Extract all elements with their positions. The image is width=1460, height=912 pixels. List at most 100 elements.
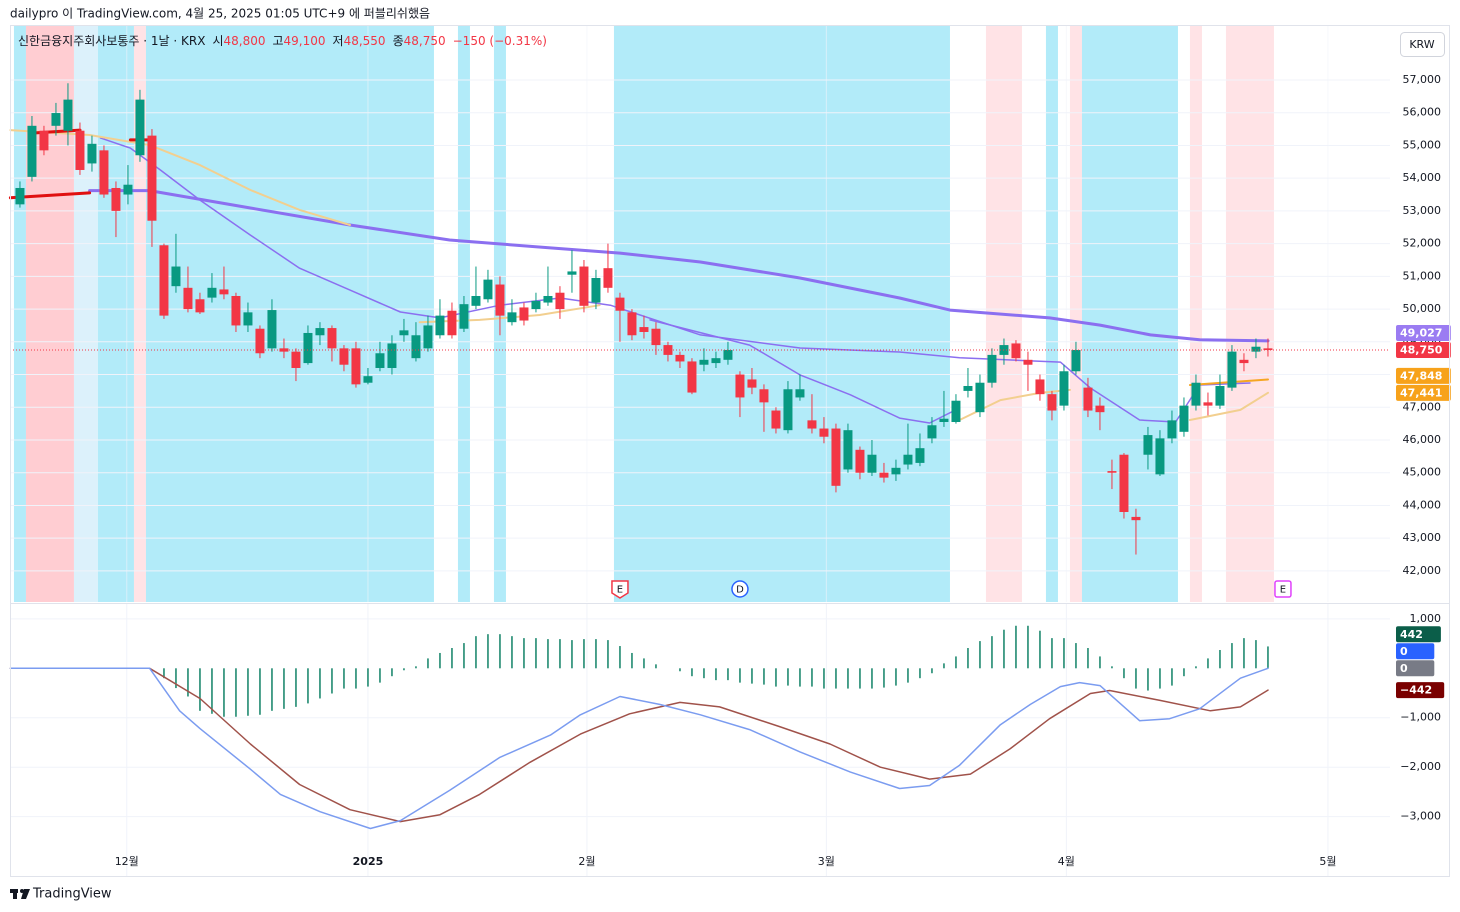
candle-body bbox=[231, 295, 241, 326]
y-tick-label: 45,000 bbox=[1403, 466, 1442, 479]
signal-band bbox=[613, 25, 950, 602]
moving-average bbox=[88, 189, 1270, 343]
candle-body bbox=[771, 410, 781, 429]
macd-line bbox=[9, 667, 1269, 830]
signal-band bbox=[1225, 25, 1274, 602]
candle-body bbox=[27, 125, 37, 177]
y-tick-label: 54,000 bbox=[1403, 171, 1442, 184]
candle-body bbox=[471, 295, 481, 306]
value-tag-label: 47,441 bbox=[1400, 386, 1442, 399]
candle-body bbox=[1107, 471, 1117, 473]
y-tick-label: 46,000 bbox=[1403, 433, 1442, 446]
legend-key: 저 bbox=[333, 34, 344, 48]
candle-body bbox=[495, 284, 505, 316]
candle-body bbox=[399, 330, 409, 336]
candle-body bbox=[711, 358, 721, 364]
value-tag bbox=[1396, 643, 1435, 660]
candle-body bbox=[75, 130, 85, 170]
candle-body bbox=[1083, 387, 1093, 411]
currency-label[interactable]: KRW bbox=[1409, 38, 1434, 51]
candle-body bbox=[687, 361, 697, 393]
footer-brand: TradingView bbox=[32, 887, 112, 902]
signal-band bbox=[133, 25, 146, 602]
candle-body bbox=[987, 354, 997, 383]
candle-body bbox=[135, 99, 145, 156]
candle-body bbox=[627, 312, 637, 336]
value-tag-label: 442 bbox=[1400, 628, 1423, 641]
moving-average bbox=[649, 319, 961, 424]
value-tag bbox=[1396, 660, 1435, 677]
candle-body bbox=[831, 428, 841, 486]
legend-value: 48,800 bbox=[223, 34, 265, 48]
candle-body bbox=[699, 359, 709, 365]
candle-body bbox=[423, 325, 433, 349]
legend-change: −150 (−0.31%) bbox=[453, 34, 547, 48]
candle-body bbox=[39, 130, 49, 151]
candle-body bbox=[579, 266, 589, 306]
y-tick-label: 47,000 bbox=[1403, 400, 1442, 413]
candle-body bbox=[111, 187, 121, 211]
event-marker bbox=[611, 580, 629, 599]
candle-body bbox=[483, 279, 493, 300]
candle-body bbox=[555, 292, 565, 310]
candle-body bbox=[519, 307, 529, 321]
candle-body bbox=[87, 143, 97, 164]
candle-body bbox=[615, 297, 625, 311]
candle-body bbox=[531, 300, 541, 310]
candle-body bbox=[1095, 405, 1105, 413]
event-marker bbox=[1274, 580, 1292, 598]
candle-body bbox=[723, 349, 733, 360]
footer-logo bbox=[10, 889, 30, 899]
candle-body bbox=[183, 287, 193, 310]
candle-body bbox=[339, 348, 349, 365]
candle-body bbox=[951, 400, 961, 422]
candle-body bbox=[15, 187, 25, 205]
logo-part bbox=[21, 889, 30, 899]
candle-body bbox=[1071, 349, 1081, 372]
y-tick-label: −3,000 bbox=[1400, 810, 1441, 823]
value-tag-label: 0 bbox=[1400, 645, 1408, 658]
candle-body bbox=[963, 385, 973, 391]
header: dailypro 이 TradingView.com, 4월 25, 2025 … bbox=[10, 7, 430, 21]
candle-body bbox=[1203, 402, 1213, 406]
candle-body bbox=[735, 374, 745, 398]
y-tick-label: 50,000 bbox=[1403, 302, 1442, 315]
candle-body bbox=[879, 472, 889, 478]
candle-body bbox=[447, 310, 457, 336]
y-tick-label: 43,000 bbox=[1403, 531, 1442, 544]
candle-body bbox=[243, 312, 253, 326]
value-tag bbox=[1396, 384, 1451, 401]
value-tag-label: 49,027 bbox=[1400, 326, 1442, 339]
value-tag bbox=[1396, 367, 1451, 384]
candle-body bbox=[1035, 379, 1045, 395]
value-tag bbox=[1396, 324, 1451, 341]
candle-body bbox=[1011, 343, 1021, 359]
logo-part bbox=[20, 889, 24, 893]
candle-body bbox=[867, 454, 877, 473]
signal-band bbox=[145, 25, 434, 602]
legend-symbol: 신한금융지주회사보통주 · 1날 · KRX bbox=[18, 34, 205, 48]
legend: 신한금융지주회사보통주 · 1날 · KRX 시48,800 고49,100 저48,… bbox=[18, 34, 547, 48]
signal-band bbox=[1189, 25, 1202, 602]
value-tag-label: 47,848 bbox=[1400, 369, 1442, 382]
currency-button[interactable] bbox=[1400, 32, 1445, 57]
candle-body bbox=[315, 328, 325, 336]
candle-body bbox=[1167, 420, 1177, 439]
candle-body bbox=[927, 425, 937, 439]
signal-band bbox=[1081, 25, 1178, 602]
value-tag bbox=[1396, 341, 1451, 358]
candle-body bbox=[147, 135, 157, 221]
candle-body bbox=[51, 113, 61, 126]
candle-body bbox=[171, 266, 181, 287]
candle-body bbox=[1023, 359, 1033, 365]
candle-body bbox=[1191, 382, 1201, 406]
x-tick-label: 2025 bbox=[353, 855, 384, 868]
candle-body bbox=[543, 295, 553, 303]
candle-body bbox=[1143, 435, 1153, 455]
candle-body bbox=[567, 271, 577, 275]
x-tick-label: 4월 bbox=[1058, 855, 1075, 868]
candle-body bbox=[795, 389, 805, 398]
candle-body bbox=[939, 418, 949, 422]
candle-body bbox=[375, 353, 385, 368]
